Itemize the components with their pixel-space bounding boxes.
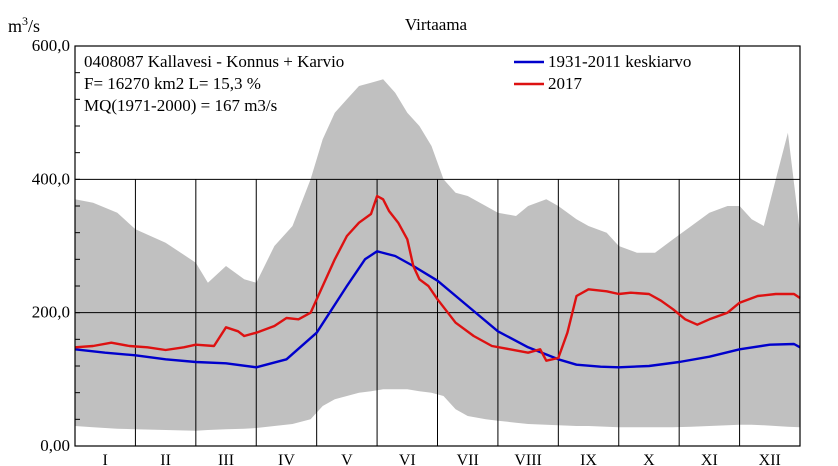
month-label: X [643, 452, 655, 466]
month-label: IX [580, 452, 597, 466]
y-axis-unit-rest: /s [28, 16, 40, 36]
station-name: 0408087 Kallavesi - Konnus + Karvio [84, 52, 344, 71]
plot-frame [74, 45, 801, 447]
legend-label-average: 1931-2011 keskiarvo [548, 52, 691, 71]
month-label: VI [399, 452, 416, 466]
legend: 1931-2011 keskiarvo 2017 [514, 52, 691, 93]
month-label: III [218, 452, 234, 466]
y-axis-unit-sup: 3 [22, 14, 28, 28]
info-box: 0408087 Kallavesi - Konnus + Karvio F= 1… [84, 52, 344, 115]
month-label: XII [759, 452, 781, 466]
month-label: VIII [514, 452, 542, 466]
month-label: VII [457, 452, 479, 466]
month-label: IV [278, 452, 295, 466]
month-label: II [160, 452, 171, 466]
y-tick-label: 200,0 [32, 303, 70, 322]
y-tick-label: 0,00 [40, 436, 70, 455]
y-tick-label: 600,0 [32, 36, 70, 55]
month-label: I [103, 452, 108, 466]
month-label: XI [701, 452, 718, 466]
legend-label-2017: 2017 [548, 74, 583, 93]
y-axis-unit-base: m [8, 16, 22, 36]
series-line-average [74, 250, 801, 369]
month-label: V [341, 452, 353, 466]
chart-title: Virtaama [405, 15, 468, 34]
y-axis-unit: m3/s [8, 14, 40, 36]
y-tick-label: 400,0 [32, 169, 70, 188]
catchment-info: F= 16270 km2 L= 15,3 % [84, 74, 261, 93]
mean-flow-info: MQ(1971-2000) = 167 m3/s [84, 96, 277, 115]
series-line-2017 [74, 194, 801, 362]
